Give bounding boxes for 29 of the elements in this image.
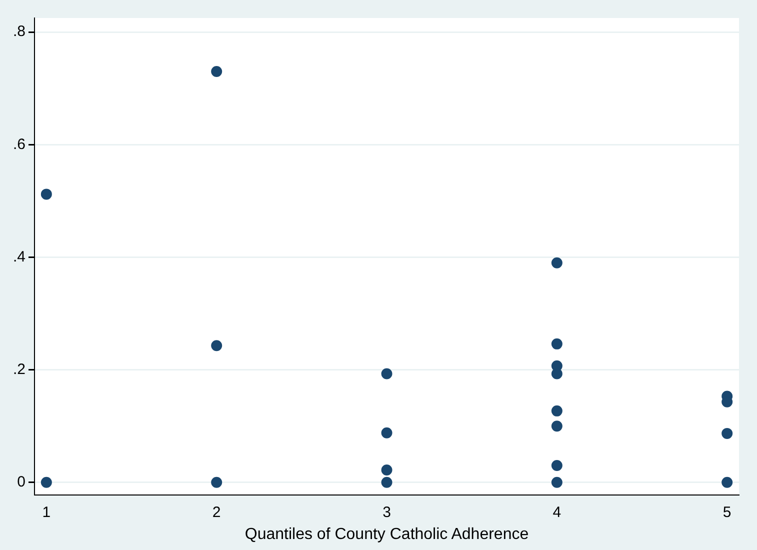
x-tick-label: 4 — [552, 504, 562, 521]
point — [40, 188, 52, 200]
point — [722, 476, 733, 488]
point — [722, 428, 733, 439]
x-axis-title: Quantiles of County Catholic Adherence — [244, 526, 529, 543]
point — [211, 66, 222, 77]
point — [551, 476, 562, 488]
point — [551, 460, 562, 472]
point — [381, 368, 392, 380]
point — [551, 405, 562, 416]
x-tick-label: 5 — [722, 504, 732, 521]
x-tick-label: 1 — [42, 504, 51, 521]
y-tick-label: 0 — [17, 474, 26, 491]
point — [40, 476, 52, 488]
point — [211, 340, 222, 352]
point — [551, 338, 562, 350]
point — [381, 427, 392, 438]
y-tick-label: .2 — [12, 360, 26, 378]
point — [381, 476, 392, 488]
y-tick-label: .4 — [12, 248, 26, 266]
x-tick-label: 2 — [212, 504, 221, 521]
y-tick-label: .8 — [12, 23, 26, 40]
point — [551, 257, 562, 268]
point — [551, 368, 562, 380]
x-tick-label: 3 — [382, 504, 391, 521]
point — [551, 420, 562, 432]
point — [211, 476, 222, 488]
point — [381, 464, 392, 476]
y-tick-label: .6 — [12, 136, 26, 153]
